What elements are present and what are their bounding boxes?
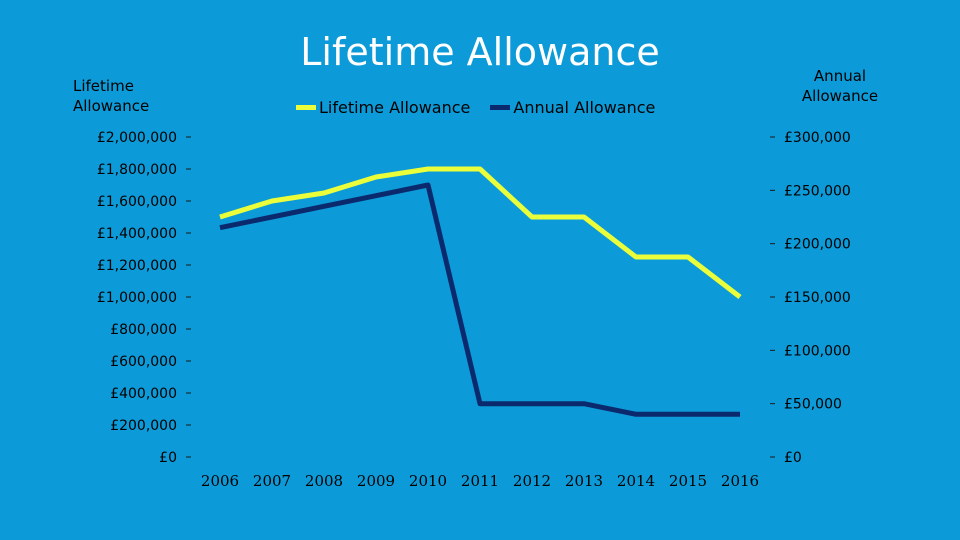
left-axis-tick-label: £1,400,000: [97, 226, 177, 242]
legend-swatch-annual: [490, 105, 511, 110]
legend-swatch-lifetime: [296, 105, 316, 110]
x-axis-tick-label: 2006: [201, 472, 239, 490]
left-axis-tick-label: £600,000: [110, 354, 177, 370]
x-axis-tick-label: 2015: [669, 472, 707, 490]
left-axis-tick-label: £0: [159, 450, 177, 466]
right-axis-tick-label: £250,000: [784, 183, 851, 199]
x-axis-tick-label: 2013: [565, 472, 603, 490]
legend-label-lifetime: Lifetime Allowance: [319, 98, 471, 117]
x-axis-tick-label: 2012: [513, 472, 551, 490]
left-axis-title-text: Lifetime Allowance: [73, 77, 150, 115]
x-axis-tick-label: 2011: [461, 472, 499, 490]
series-line-annual: [219, 182, 740, 417]
x-axis-tick-label: 2008: [305, 472, 343, 490]
right-axis-title-text: Annual Allowance: [801, 67, 879, 105]
x-axis-tick-label: 2010: [409, 472, 447, 490]
left-axis-tick-label: £1,200,000: [97, 258, 177, 274]
right-axis-title: Annual Allowance: [790, 66, 890, 106]
left-axis-tick-label: £1,000,000: [97, 290, 177, 306]
right-axis-tick-label: £150,000: [784, 290, 851, 306]
legend: Lifetime Allowance Annual Allowance: [296, 98, 675, 117]
right-axis-tick-label: £300,000: [784, 130, 851, 146]
left-axis-tick-label: £400,000: [110, 386, 177, 402]
left-axis-title: Lifetime Allowance: [73, 76, 163, 116]
right-axis-tick-label: £200,000: [784, 237, 851, 253]
legend-item-annual: Annual Allowance: [490, 98, 655, 117]
x-axis-tick-label: 2007: [253, 472, 291, 490]
x-axis-tick-label: 2009: [357, 472, 395, 490]
left-axis-tick-label: £2,000,000: [97, 130, 177, 146]
left-axis-tick-label: £1,600,000: [97, 194, 177, 210]
x-axis-tick-label: 2016: [721, 472, 759, 490]
legend-label-annual: Annual Allowance: [513, 98, 656, 117]
right-axis-tick-label: £0: [784, 450, 802, 466]
x-axis-tick-label: 2014: [617, 472, 655, 490]
chart-title: Lifetime Allowance: [300, 30, 660, 74]
left-axis-tick-label: £1,800,000: [97, 162, 177, 178]
series-line-lifetime: [219, 166, 742, 299]
right-axis-tick-label: £100,000: [784, 343, 851, 359]
left-axis-tick-label: £800,000: [110, 322, 177, 338]
right-axis-tick-label: £50,000: [784, 397, 842, 413]
legend-item-lifetime: Lifetime Allowance: [296, 98, 470, 117]
left-axis-tick-label: £200,000: [110, 418, 177, 434]
